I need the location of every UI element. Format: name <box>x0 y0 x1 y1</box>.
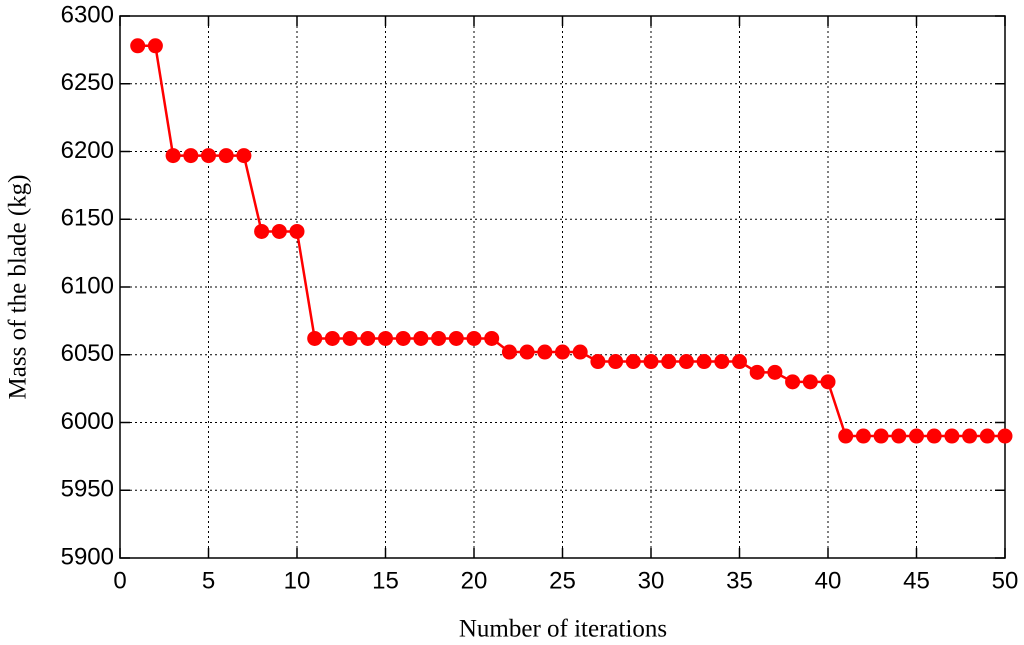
x-tick-label: 5 <box>202 567 215 594</box>
data-point <box>236 148 252 164</box>
data-point <box>448 330 464 346</box>
data-point <box>307 330 323 346</box>
y-tick-label: 6050 <box>61 340 114 367</box>
data-point <box>909 428 924 444</box>
data-point <box>767 364 783 380</box>
data-point <box>218 148 234 164</box>
data-point <box>785 374 801 390</box>
data-point <box>661 354 677 370</box>
data-point <box>413 330 429 346</box>
data-point <box>643 354 659 370</box>
data-point <box>165 148 181 164</box>
data-point <box>324 330 340 346</box>
data-point <box>979 428 995 444</box>
data-point <box>484 330 500 346</box>
data-point <box>537 344 553 360</box>
data-point <box>749 364 765 380</box>
x-axis-label: Number of iterations <box>459 616 667 643</box>
data-point <box>732 354 747 370</box>
x-tick-label: 40 <box>815 567 842 594</box>
y-tick-label: 5950 <box>61 476 114 503</box>
data-point <box>360 330 376 346</box>
x-tick-label: 0 <box>113 567 126 594</box>
x-tick-label: 45 <box>903 567 930 594</box>
y-tick-label: 5900 <box>61 543 114 570</box>
y-axis-label: Mass of the blade (kg) <box>5 175 32 400</box>
data-point <box>608 354 624 370</box>
data-point <box>997 428 1013 444</box>
y-tick-label: 6100 <box>61 272 114 299</box>
y-tick-label: 6150 <box>61 205 114 232</box>
data-point <box>820 374 836 390</box>
data-point <box>714 354 730 370</box>
plot-frame <box>119 15 1006 559</box>
data-point <box>926 428 942 444</box>
y-tick-label: 6000 <box>61 408 114 435</box>
data-point <box>873 428 889 444</box>
x-tick-label: 25 <box>549 567 576 594</box>
data-point <box>678 354 694 370</box>
data-point <box>254 223 270 239</box>
data-line <box>137 44 1005 438</box>
x-tick-label: 15 <box>372 567 399 594</box>
x-tick-label: 20 <box>461 567 488 594</box>
data-point <box>289 223 305 239</box>
data-point <box>944 428 960 444</box>
data-point <box>201 148 216 164</box>
data-point <box>838 428 854 444</box>
data-point <box>855 428 871 444</box>
data-point <box>696 354 712 370</box>
y-tick-label: 6300 <box>61 1 114 28</box>
data-point <box>466 330 482 346</box>
data-point <box>572 344 588 360</box>
x-tick-label: 35 <box>726 567 753 594</box>
data-point <box>519 344 535 360</box>
data-point <box>342 330 358 346</box>
data-point <box>271 223 287 239</box>
data-point <box>962 428 978 444</box>
data-point <box>147 38 163 54</box>
data-point <box>501 344 517 360</box>
data-point <box>625 354 641 370</box>
data-point <box>130 38 146 54</box>
data-point <box>395 330 411 346</box>
y-tick-label: 6200 <box>61 137 114 164</box>
x-tick-label: 10 <box>284 567 311 594</box>
data-point <box>802 374 818 390</box>
data-point <box>431 330 447 346</box>
x-tick-label: 50 <box>992 567 1019 594</box>
data-point <box>378 330 393 346</box>
x-tick-label: 30 <box>638 567 665 594</box>
y-tick-label: 6250 <box>61 69 114 96</box>
data-point <box>555 344 570 360</box>
data-point <box>590 354 606 370</box>
data-point <box>183 148 199 164</box>
data-point <box>891 428 907 444</box>
